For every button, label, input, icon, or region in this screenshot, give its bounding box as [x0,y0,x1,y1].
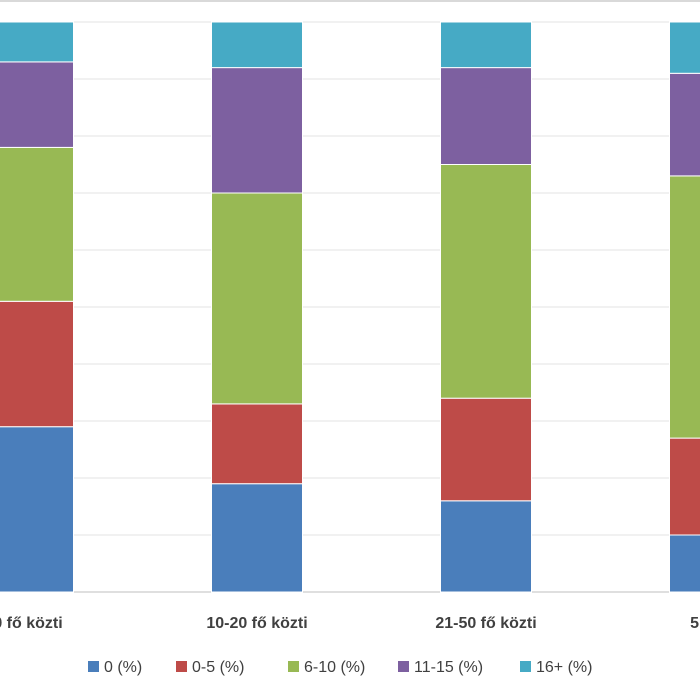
gridlines [0,21,700,593]
legend-item: 16+ (%) [520,659,592,676]
x-tick-label: 51-250 [690,615,700,632]
legend-label: 0 (%) [104,659,142,676]
legend-label: 16+ (%) [536,659,592,676]
bar-segment-5-category-2 [211,21,303,69]
bars-group [0,21,700,593]
bar-segment-4-category-1 [0,61,74,148]
legend-item: 0 (%) [88,659,142,676]
legend-swatch [398,661,409,672]
x-tick-label: 21-50 fő közti [435,615,536,632]
bar-segment-5-category-3 [440,21,532,69]
legend-swatch [88,661,99,672]
legend-item: 6-10 (%) [288,659,365,676]
x-axis-labels: 0 fő közti 10-20 fő közti 21-50 fő közti 51… [0,615,700,632]
legend-swatch [288,661,299,672]
x-tick-label: 10-20 fő közti [206,615,307,632]
bar-segment-2-category-2 [211,403,303,485]
bar-segment-1-category-1 [0,426,74,593]
bar-segment-2-category-4 [669,437,700,536]
bar-segment-2-category-3 [440,397,532,502]
bar-segment-1-category-4 [669,534,700,593]
legend-swatch [176,661,187,672]
bar-segment-1-category-2 [211,483,303,593]
bar-segment-3-category-4 [669,175,700,439]
bar-segment-4-category-2 [211,67,303,194]
legend-label: 0-5 (%) [192,659,244,676]
legend-label: 6-10 (%) [304,659,365,676]
bar-segment-4-category-3 [440,67,532,165]
bar-segment-3-category-2 [211,192,303,405]
legend-item: 0-5 (%) [176,659,244,676]
bar-segment-5-category-4 [669,21,700,74]
legend-swatch [520,661,531,672]
bar-segment-5-category-1 [0,21,74,63]
legend: 0 (%) 0-5 (%) 6-10 (%) 11-15 (%) 16+ (%) [88,659,592,676]
x-tick-label: 0 fő közti [0,615,63,632]
legend-label: 11-15 (%) [414,659,483,676]
bar-segment-2-category-1 [0,300,74,428]
bar-segment-3-category-3 [440,164,532,399]
bar-segment-1-category-3 [440,500,532,593]
bar-segment-4-category-4 [669,72,700,177]
bar-segment-3-category-1 [0,146,74,302]
legend-item: 11-15 (%) [398,659,483,676]
